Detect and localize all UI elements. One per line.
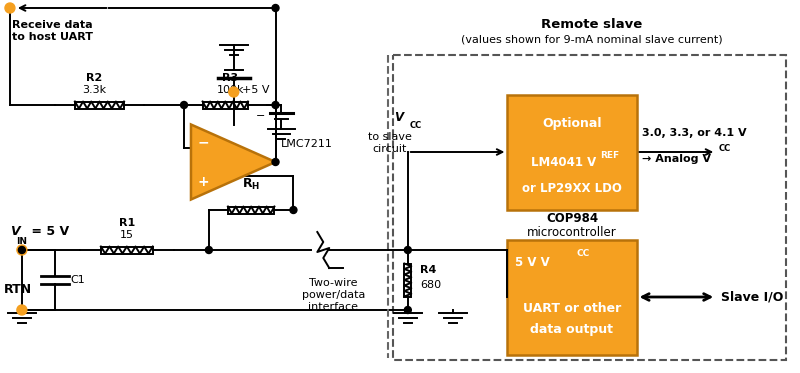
Text: V: V <box>394 111 403 124</box>
Text: +: + <box>197 175 209 189</box>
Text: −: − <box>197 135 209 149</box>
Circle shape <box>404 247 411 254</box>
Text: Remote slave: Remote slave <box>542 18 642 31</box>
Text: to slave: to slave <box>368 132 412 142</box>
Text: V: V <box>10 225 19 238</box>
Text: R1: R1 <box>118 218 135 228</box>
Text: Slave I/O: Slave I/O <box>721 291 783 304</box>
Text: REF: REF <box>600 150 619 160</box>
Text: CC: CC <box>410 121 422 130</box>
Text: to host UART: to host UART <box>12 32 93 42</box>
Text: IN: IN <box>16 237 27 246</box>
Text: microcontroller: microcontroller <box>527 226 617 238</box>
Bar <box>507 95 637 210</box>
Circle shape <box>272 4 279 12</box>
Text: R3: R3 <box>222 73 238 83</box>
Circle shape <box>206 247 212 254</box>
Text: RTN: RTN <box>4 283 32 296</box>
Bar <box>101 247 153 254</box>
Circle shape <box>5 3 15 13</box>
Text: Two-wire: Two-wire <box>309 278 358 288</box>
Text: +5 V: +5 V <box>242 85 270 95</box>
Text: → Analog V: → Analog V <box>642 154 710 164</box>
Text: COP984: COP984 <box>546 211 598 225</box>
Bar <box>228 207 274 213</box>
Text: interface: interface <box>308 302 358 312</box>
Circle shape <box>290 207 297 213</box>
Bar <box>202 101 248 109</box>
Polygon shape <box>191 125 275 200</box>
Text: = 5 V: = 5 V <box>27 225 69 238</box>
Text: 3.3k: 3.3k <box>82 85 106 95</box>
Text: or LP29XX LDO: or LP29XX LDO <box>522 182 622 194</box>
Text: −: − <box>256 111 266 121</box>
Text: 680: 680 <box>420 280 441 290</box>
Text: (values shown for 9-mA nominal slave current): (values shown for 9-mA nominal slave cur… <box>461 35 722 45</box>
Text: Receive data: Receive data <box>12 20 93 30</box>
Text: LMC7211: LMC7211 <box>281 139 332 149</box>
Circle shape <box>229 87 238 97</box>
Circle shape <box>181 101 187 109</box>
Bar <box>404 263 411 297</box>
Circle shape <box>272 101 279 109</box>
Text: 3.0, 3.3, or 4.1 V: 3.0, 3.3, or 4.1 V <box>642 128 746 138</box>
Bar <box>75 101 124 109</box>
Circle shape <box>18 247 26 254</box>
Text: data output: data output <box>530 323 614 336</box>
Text: 15: 15 <box>120 230 134 240</box>
Bar <box>507 240 637 355</box>
Text: power/data: power/data <box>302 290 365 300</box>
Text: $\mathbf{R_H}$: $\mathbf{R_H}$ <box>242 177 260 192</box>
Text: CC: CC <box>718 144 730 153</box>
Text: LM4041 V: LM4041 V <box>531 157 597 169</box>
Text: Optional: Optional <box>542 116 602 129</box>
Circle shape <box>17 305 27 315</box>
Text: CC: CC <box>577 250 590 258</box>
Circle shape <box>404 307 411 313</box>
Text: 100k: 100k <box>217 85 244 95</box>
Text: R4: R4 <box>420 265 436 275</box>
Circle shape <box>17 245 27 255</box>
Text: UART or other: UART or other <box>523 301 621 314</box>
Text: circuit: circuit <box>373 144 407 154</box>
Text: C1: C1 <box>70 275 86 285</box>
Circle shape <box>272 159 279 166</box>
Text: 5 V V: 5 V V <box>515 256 550 269</box>
Text: R2: R2 <box>86 73 102 83</box>
